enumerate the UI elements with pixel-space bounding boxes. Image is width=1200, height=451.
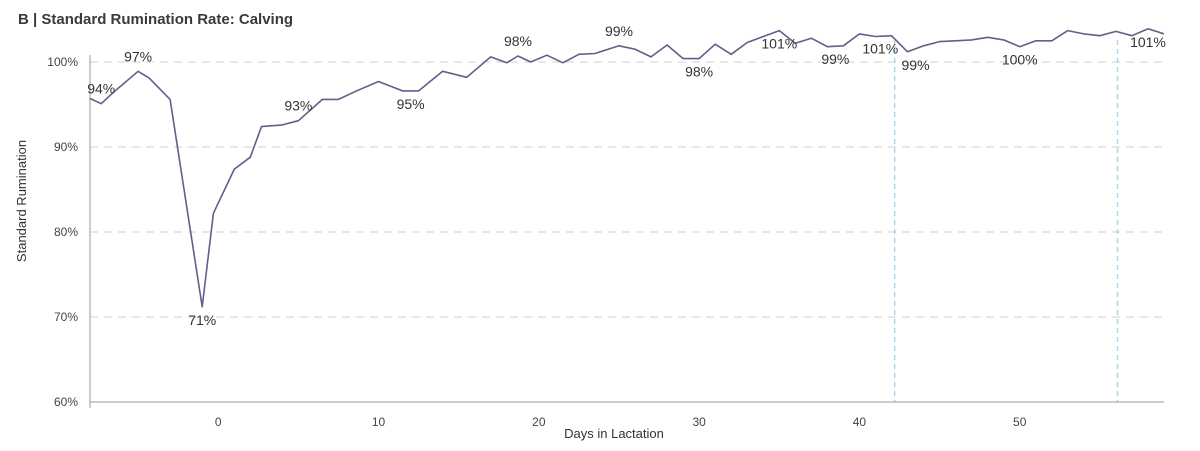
data-label: 101% [761,36,797,52]
data-label: 94% [87,81,115,97]
y-tick-label: 60% [54,395,78,409]
data-label: 95% [397,96,425,112]
gridlines [90,61,1164,318]
chart-title: B | Standard Rumination Rate: Calving [18,11,294,28]
x-axis-title: Days in Lactation [564,426,664,441]
data-label: 99% [902,57,930,73]
series-layer [90,28,1164,308]
y-tick-label: 100% [47,55,78,69]
y-tick-label: 70% [54,310,78,324]
series-line [90,28,1164,308]
data-label: 71% [188,312,216,328]
data-label: 97% [124,48,152,64]
data-label: 99% [821,51,849,67]
data-label: 98% [504,33,532,49]
y-axis-title: Standard Rumination [14,140,29,262]
reference-lines [893,40,1119,402]
data-labels: 94%97%71%93% 95%98%99%98%101%99%101%99% 10… [87,23,1166,328]
x-tick-label: 0 [215,415,222,429]
x-tick-label: 40 [853,415,867,429]
x-tick-label: 50 [1013,415,1027,429]
data-label: 99% [605,23,633,39]
tick-labels: 60% 70% 80% 90% 100% 0 10 20 30 40 50 [47,55,1026,429]
y-tick-label: 90% [54,140,78,154]
axes [89,55,1164,408]
data-label: 98% [685,64,713,80]
x-tick-label: 20 [532,415,546,429]
data-label: 100% [1002,52,1038,68]
x-tick-label: 30 [692,415,706,429]
y-tick-label: 80% [54,225,78,239]
x-tick-label: 10 [372,415,386,429]
data-label: 101% [1130,34,1166,50]
data-label: 93% [284,98,312,114]
data-label: 101% [862,41,898,57]
